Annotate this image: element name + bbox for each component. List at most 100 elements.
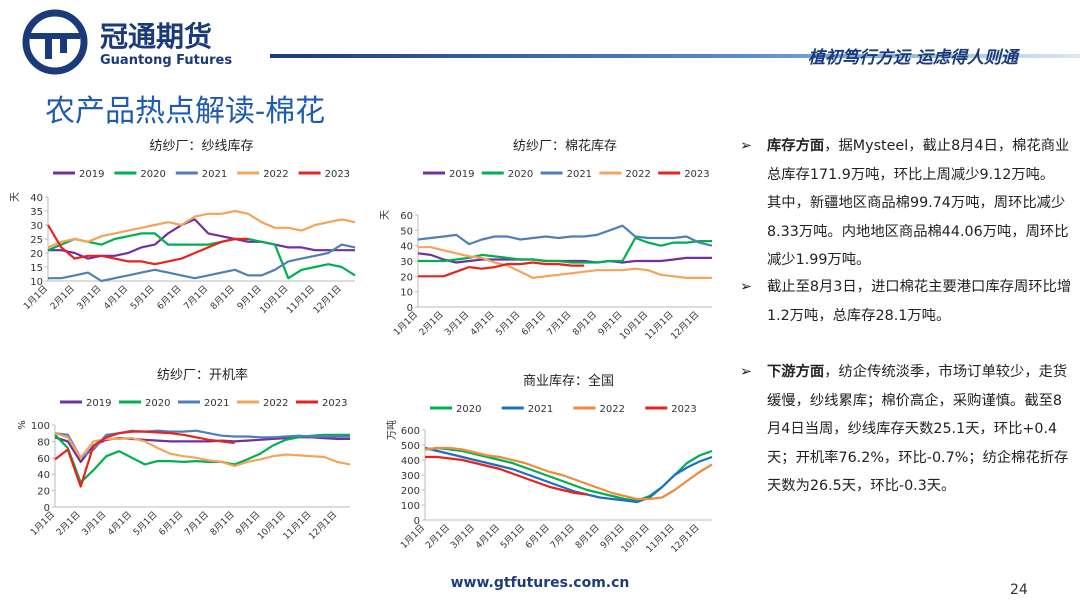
chart-title: 纺纱厂：棉花库存 [513,138,617,154]
y-tick-label: 0 [407,303,413,314]
series-line [418,246,712,279]
x-tick-label: 6月1日 [157,509,186,538]
footer-url: www.gtfutures.com.cn [451,575,630,591]
y-tick-label: 20 [400,272,413,283]
series-line [54,430,235,488]
y-tick-label: 200 [401,486,420,497]
legend-label: 2023 [671,404,696,415]
company: 冠通期货 [100,20,212,53]
company-en: Guantong Futures [100,53,232,68]
x-tick-label: 12月1日 [669,309,702,342]
series-line [47,209,356,249]
bullet-text: ，纺企传统淡季，市场订单较少，走货缓慢，纱线累库；棉价高企，采购谨慎。截至8月4… [767,364,1069,494]
y-tick-label: 20 [30,249,43,260]
x-tick-label: 2月1日 [48,283,77,312]
series-line [425,455,588,496]
x-tick-label: 3月1日 [80,509,109,538]
legend-label: 2022 [625,169,650,180]
y-tick-label: 40 [37,470,50,481]
x-tick-label: 2月1日 [423,522,452,551]
legend-label: 2019 [86,398,111,409]
y-tick-label: 80 [37,437,50,448]
x-tick-label: 5月1日 [494,309,523,338]
x-tick-label: 3月1日 [443,309,472,338]
legend-label: 2022 [600,404,625,415]
series-line [418,261,585,278]
legend-label: 2021 [202,169,227,180]
series-line [54,429,350,459]
x-tick-label: 6月1日 [523,522,552,551]
series-line [54,433,350,484]
chart-title: 商业库存：全国 [523,373,614,389]
y-tick-label: 20 [37,487,50,498]
header-bar [270,54,1080,58]
legend-label: 2020 [140,169,165,180]
series-line [47,224,249,266]
x-tick-label: 2月1日 [417,309,446,338]
y-tick-label: 35 [30,207,43,218]
bullet: ➢ 库存方面，据Mysteel，截止8月4日，棉花商业总库存171.9万吨，环比上… [740,138,1070,268]
bullet-text: ，据Mysteel，截止8月4日，棉花商业总库存171.9万吨，环比上周减少9.… [767,138,1070,268]
series-line [48,243,356,283]
y-tick-label: 100 [31,421,50,432]
y-tick-label: 50 [400,226,413,237]
x-tick-label: 7月1日 [182,283,211,312]
x-tick-label: 8月1日 [208,283,237,312]
y-axis-label: 天 [380,210,391,220]
x-tick-label: 10月1日 [258,283,291,316]
x-tick-label: 5月1日 [131,509,160,538]
y-tick-label: 400 [401,456,420,467]
x-tick-label: 3月1日 [448,522,477,551]
x-tick-label: 8月1日 [570,309,599,338]
x-tick-label: 4月1日 [102,283,131,312]
series-line [417,224,713,247]
x-tick-label: 7月1日 [182,509,211,538]
bullet: ➢ 下游方面，纺企传统淡季，市场订单较少，走货缓慢，纱线累库；棉价高企，采购谨慎。… [740,364,1069,494]
legend-label: 2022 [263,169,288,180]
legend-label: 2023 [322,398,347,409]
y-tick-label: 300 [401,471,420,482]
x-tick-label: 2月1日 [54,509,83,538]
series-line [424,446,713,501]
legend-label: 2019 [79,169,104,180]
x-tick-label: 5月1日 [128,283,157,312]
x-tick-label: 8月1日 [208,509,237,538]
y-tick-label: 100 [401,501,420,512]
y-tick-label: 40 [30,193,43,204]
legend-label: 2022 [263,398,288,409]
y-axis-label: 万吨 [385,420,398,440]
legend-label: 2021 [528,404,553,415]
series-line [47,232,356,280]
chart-title: 纺纱厂：纱线库存 [149,138,253,154]
bullet: ➢ 截止至8月3日，进口棉花主要港口库存周环比增1.2万吨，总库存28.1万吨。 [740,279,1072,324]
x-tick-label: 7月1日 [548,522,577,551]
y-tick-label: 0 [414,516,420,527]
y-tick-label: 30 [30,221,43,232]
bullet-text: 截止至8月3日，进口棉花主要港口库存周环比增1.2万吨，总库存28.1万吨。 [767,279,1072,324]
x-tick-label: 4月1日 [468,309,497,338]
x-tick-label: 4月1日 [473,522,502,551]
y-tick-label: 15 [30,263,43,274]
bullet-lead: 库存方面 [767,138,825,154]
series-line [424,446,713,504]
y-tick-label: 60 [400,211,413,222]
y-axis-label: 天 [10,192,21,202]
y-tick-label: 0 [44,503,50,514]
y-tick-label: 500 [401,441,420,452]
x-tick-label: 3月1日 [75,283,104,312]
x-tick-label: 6月1日 [155,283,184,312]
y-tick-label: 10 [30,277,43,288]
x-tick-label: 7月1日 [545,309,574,338]
x-tick-label: 5月1日 [498,522,527,551]
slogan: 植初笃行方远 运虑得人则通 [808,48,1021,68]
legend-label: 2019 [449,169,474,180]
legend-label: 2020 [145,398,170,409]
x-tick-label: 11月1日 [284,283,317,316]
y-tick-label: 30 [400,257,413,268]
y-tick-label: 40 [400,242,413,253]
legend-label: 2021 [204,398,229,409]
x-tick-label: 6月1日 [519,309,548,338]
logo [22,9,88,75]
